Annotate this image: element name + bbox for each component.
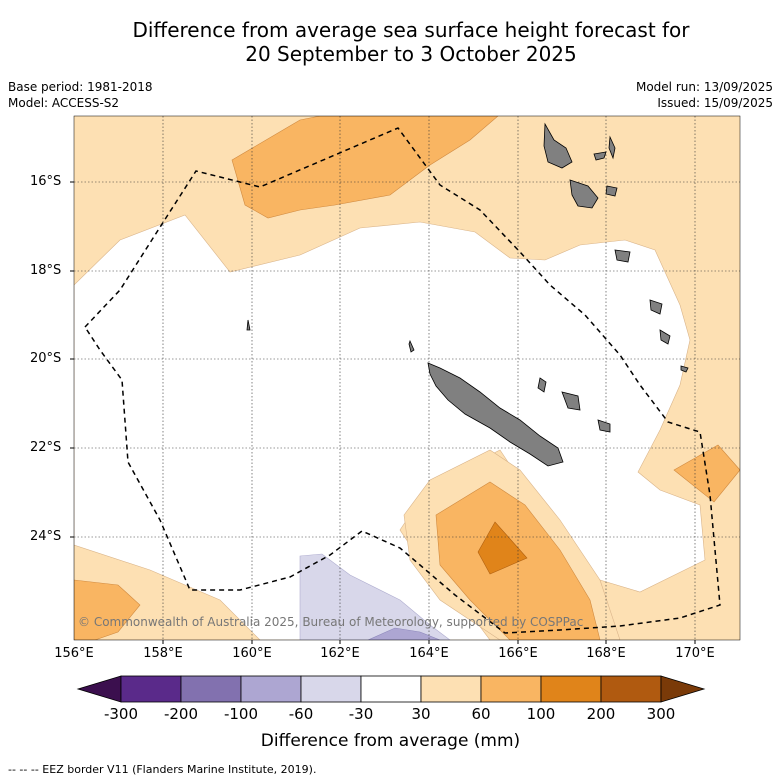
map-plot [74,116,740,640]
anomaly-south-mid-purple [367,627,441,640]
colorbar-label: -200 [163,705,199,723]
lat-tick: 18°S [30,263,62,278]
colorbar-label: -30 [348,705,374,723]
meta-left: Base period: 1981-2018 Model: ACCESS-S2 [8,79,153,111]
colorbar-segment [600,675,662,703]
land-masses [246,122,689,467]
copyright-notice: © Commonwealth of Australia 2025, Bureau… [78,615,584,629]
lon-tick: 166°E [498,646,538,661]
model-run: Model run: 13/09/2025 [635,80,773,94]
colorbar-label: 60 [471,705,491,723]
anomaly-south-light-purple [299,553,451,640]
colorbar-title: Difference from average (mm) [260,731,521,751]
axis-ticks [70,181,696,644]
colorbar-segment [180,675,242,703]
model-name: Model: ACCESS-S2 [8,96,120,110]
anomaly-se-dark [477,521,528,575]
lat-tick: 22°S [30,440,62,455]
map-frame [73,115,741,641]
chart-title: Difference from average sea surface heig… [0,18,781,66]
title-line-2: 20 September to 3 October 2025 [245,42,577,66]
eez-border [84,127,721,634]
lon-tick: 170°E [675,646,715,661]
vanuatu-mid [569,179,599,209]
lat-tick: 20°S [30,351,62,366]
colorbar-segment [120,675,182,703]
colorbar-segment [480,675,542,703]
lon-tick: 164°E [409,646,449,661]
issued-date: Issued: 15/09/2025 [657,96,773,110]
colorbar-segment [540,675,602,703]
base-period: Base period: 1981-2018 [8,80,153,94]
lon-tick: 168°E [586,646,626,661]
map-gridlines [74,116,740,640]
colorbar-segment [240,675,302,703]
anomaly-north-mid [231,116,499,219]
colorbar-segment [300,675,362,703]
lon-tick: 160°E [232,646,272,661]
title-line-1: Difference from average sea surface heig… [132,18,690,42]
colorbar-label: -100 [223,705,259,723]
colorbar-label: -300 [103,705,139,723]
colorbar-extend-max [660,675,706,703]
lat-tick: 24°S [30,529,62,544]
eez-footnote: -- -- -- EEZ border V11 (Flanders Marine… [8,763,317,776]
colorbar [76,675,706,703]
colorbar-label: -60 [288,705,314,723]
colorbar-label: 200 [586,705,616,723]
colorbar-segment [360,675,422,703]
lon-tick: 156°E [54,646,94,661]
colorbar-label: 100 [526,705,556,723]
new-caledonia [427,362,564,467]
vanuatu-north [543,122,573,169]
lon-tick: 162°E [320,646,360,661]
lat-tick: 16°S [30,174,62,189]
lon-tick: 158°E [143,646,183,661]
meta-right: Model run: 13/09/2025 Issued: 15/09/2025 [636,79,773,111]
anomaly-sw-mid [74,579,141,640]
colorbar-segment [420,675,482,703]
colorbar-label: 300 [646,705,676,723]
colorbar-extend-min [76,675,122,703]
colorbar-label: 30 [411,705,431,723]
